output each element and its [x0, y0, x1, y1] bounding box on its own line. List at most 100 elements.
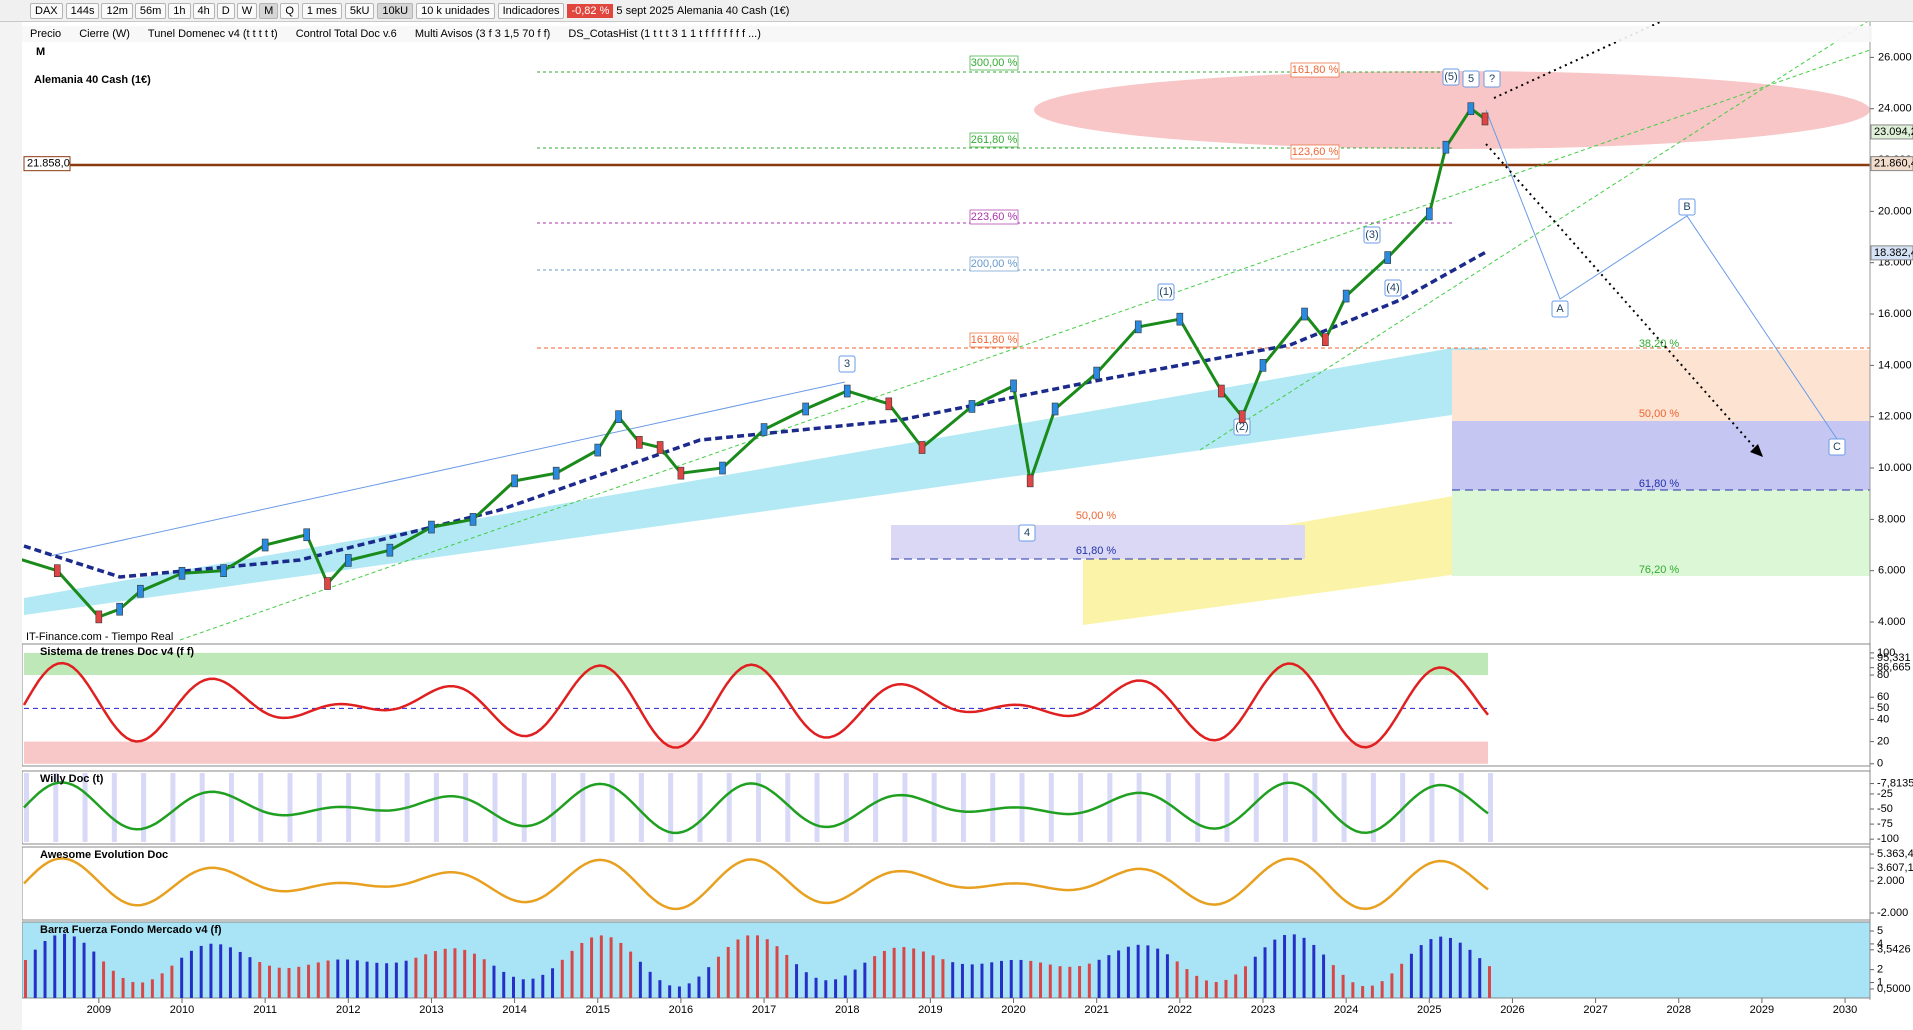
units-button[interactable]: 5kU — [344, 2, 375, 19]
x-tick-label: 2025 — [1417, 1004, 1441, 1016]
histogram-bar — [707, 967, 711, 998]
units-button[interactable]: 10kU — [377, 2, 414, 19]
timeframe-button[interactable]: M — [259, 2, 279, 19]
histogram-bar — [1087, 963, 1091, 998]
signal-stripe — [814, 773, 820, 842]
candle — [469, 513, 477, 526]
signal-stripe — [316, 773, 322, 842]
histogram-bar — [1468, 949, 1472, 998]
y-tick-label: 3,5426 — [1877, 944, 1911, 956]
histogram-bar — [1302, 937, 1306, 998]
histogram-bar — [385, 963, 389, 998]
timeframe-button[interactable]: W — [236, 2, 258, 19]
symbol-select[interactable]: DAX — [30, 2, 63, 19]
x-tick-label: 2011 — [253, 1004, 277, 1016]
signal-stripe — [492, 773, 498, 842]
histogram-bar — [941, 959, 945, 998]
candle — [719, 461, 726, 475]
wave-label: 4 — [1024, 527, 1030, 539]
fib-label: 38,20 % — [1639, 338, 1680, 350]
candle — [1481, 112, 1489, 126]
indicators-button[interactable]: Indicadores — [497, 2, 565, 19]
histogram-bar — [804, 972, 808, 998]
histogram-bar — [882, 950, 886, 998]
histogram-bar — [1253, 956, 1257, 998]
signal-stripe — [228, 773, 234, 842]
histogram-bar — [1478, 958, 1482, 998]
histogram-bar — [1322, 954, 1326, 998]
timeframe-button[interactable]: D — [216, 2, 235, 19]
timeframe-button[interactable]: 12m — [101, 2, 133, 19]
source: IT-Finance.com - Tiempo Real — [26, 631, 173, 643]
fib-label: 123,60 % — [1292, 146, 1339, 158]
oscillator — [22, 661, 1489, 749]
histogram-bar — [1429, 939, 1433, 998]
signal-stripe — [990, 773, 996, 842]
histogram-bar — [775, 946, 779, 998]
histogram-bar — [472, 953, 476, 998]
histogram-bar — [1390, 973, 1394, 998]
wave-label-box — [1551, 300, 1569, 318]
timeframe-button[interactable]: 56m — [134, 2, 167, 19]
y-tick-label: 14.000 — [1878, 359, 1912, 371]
y-tick-label: 40 — [1877, 713, 1889, 725]
histogram-bar — [697, 976, 701, 998]
x-tick-label: 2015 — [586, 1004, 610, 1016]
candle — [1093, 366, 1100, 380]
timeframe-button[interactable]: 1h — [168, 2, 191, 19]
moving-average — [23, 250, 1487, 579]
histogram-bar — [394, 962, 398, 998]
units-select[interactable]: 10 k unidades — [416, 2, 495, 19]
fib-label-box — [1290, 62, 1340, 78]
timeframe-button[interactable]: Q — [280, 2, 299, 19]
signal-stripe — [1136, 773, 1142, 842]
signal-stripe — [258, 773, 264, 842]
y-tick-label: 80 — [1877, 669, 1889, 681]
panel-title: Sistema de trenes Doc v4 (f f) — [40, 646, 194, 658]
price-tag-label: 21.858,0 — [27, 158, 70, 170]
histogram-bar — [1126, 946, 1130, 998]
histogram-bar — [541, 974, 545, 998]
y-tick-label: 12.000 — [1878, 411, 1912, 423]
timeframe-button[interactable]: 144s — [65, 2, 100, 19]
histogram-bar — [599, 935, 603, 998]
histogram-bar — [131, 982, 135, 998]
signal-stripe — [756, 773, 761, 842]
histogram-bar — [902, 947, 906, 998]
y-tick-label: 1 — [1877, 976, 1883, 988]
histogram-bar — [726, 946, 730, 998]
signal-stripe — [287, 773, 293, 842]
histogram-bar — [1175, 961, 1179, 998]
y-tick-label: 95,331 — [1877, 652, 1911, 664]
candle — [1218, 384, 1225, 398]
histogram-bar — [521, 979, 525, 998]
legend-item: Precio — [30, 28, 61, 40]
histogram-bar — [336, 959, 340, 998]
histogram-bar — [307, 964, 311, 998]
histogram-bar — [716, 956, 720, 998]
x-tick-label: 2029 — [1750, 1004, 1774, 1016]
x-tick-label: 2013 — [419, 1004, 443, 1016]
signal-stripe — [82, 773, 88, 842]
period-select[interactable]: 1 mes — [301, 2, 342, 19]
histogram-bar — [1273, 939, 1277, 998]
wave-label-box — [838, 355, 856, 373]
signal-stripe — [785, 773, 791, 842]
wave-label: (2) — [1235, 421, 1248, 433]
histogram-bar — [648, 971, 652, 998]
candle — [802, 402, 809, 416]
wave-label: (5) — [1444, 71, 1457, 83]
candle — [677, 466, 685, 480]
timeframe-button[interactable]: 4h — [192, 2, 215, 19]
candle — [1425, 207, 1433, 221]
y-tick-label: -50 — [1877, 803, 1893, 815]
period-label: M — [36, 46, 45, 58]
fib-label-box — [969, 209, 1019, 225]
histogram-bar — [150, 979, 154, 998]
histogram-bar — [756, 935, 759, 998]
histogram-bar — [53, 935, 57, 998]
panel — [22, 921, 1871, 999]
histogram-bar — [814, 977, 818, 998]
candle — [95, 610, 103, 624]
candle — [386, 543, 394, 557]
